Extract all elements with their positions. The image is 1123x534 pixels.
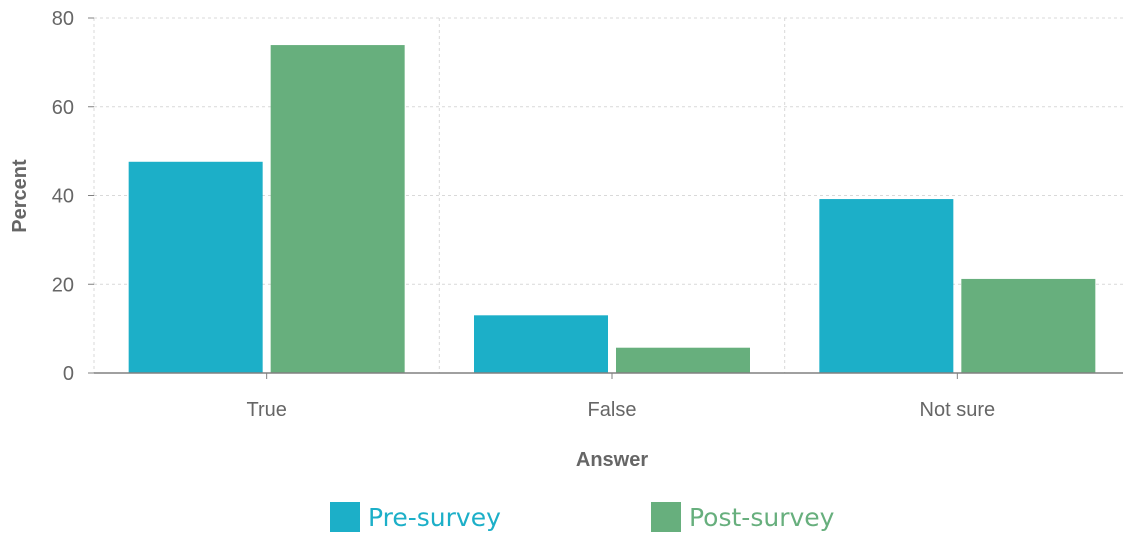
grid [93,17,1123,373]
legend-swatch-post-survey [651,502,681,532]
bar-not-sure-pre-survey[interactable] [819,199,954,373]
legend-item-pre-survey[interactable]: Pre-survey [330,500,501,534]
y-tick-label: 80 [52,8,74,30]
legend: Pre-survey Post-survey [0,500,1123,534]
legend-label-pre-survey: Pre-survey [368,502,501,532]
bar-true-post-survey[interactable] [270,45,405,373]
legend-label-post-survey: Post-survey [689,502,835,532]
bar-chart: 0 20 40 60 80 True False Not sure Answer Perce… [9,8,1123,471]
y-tick-label: 40 [52,186,74,208]
x-axis-ticks: True False Not sure [246,373,995,421]
x-tick-label: Not sure [920,399,996,421]
y-axis-title: Percent [9,159,31,233]
legend-swatch-pre-survey [330,502,360,532]
bar-true-pre-survey[interactable] [128,161,263,373]
x-axis-title: Answer [576,449,648,471]
bar-not-sure-post-survey[interactable] [961,278,1096,373]
y-tick-label: 20 [52,274,74,296]
legend-item-post-survey[interactable]: Post-survey [651,500,834,534]
y-axis-ticks: 0 20 40 60 80 [52,8,94,385]
bars [128,45,1096,373]
x-tick-label: False [588,399,637,421]
y-tick-label: 0 [63,363,74,385]
y-tick-label: 60 [52,97,74,119]
x-tick-label: True [246,399,286,421]
bar-false-pre-survey[interactable] [474,315,608,373]
bar-false-post-survey[interactable] [616,347,750,373]
